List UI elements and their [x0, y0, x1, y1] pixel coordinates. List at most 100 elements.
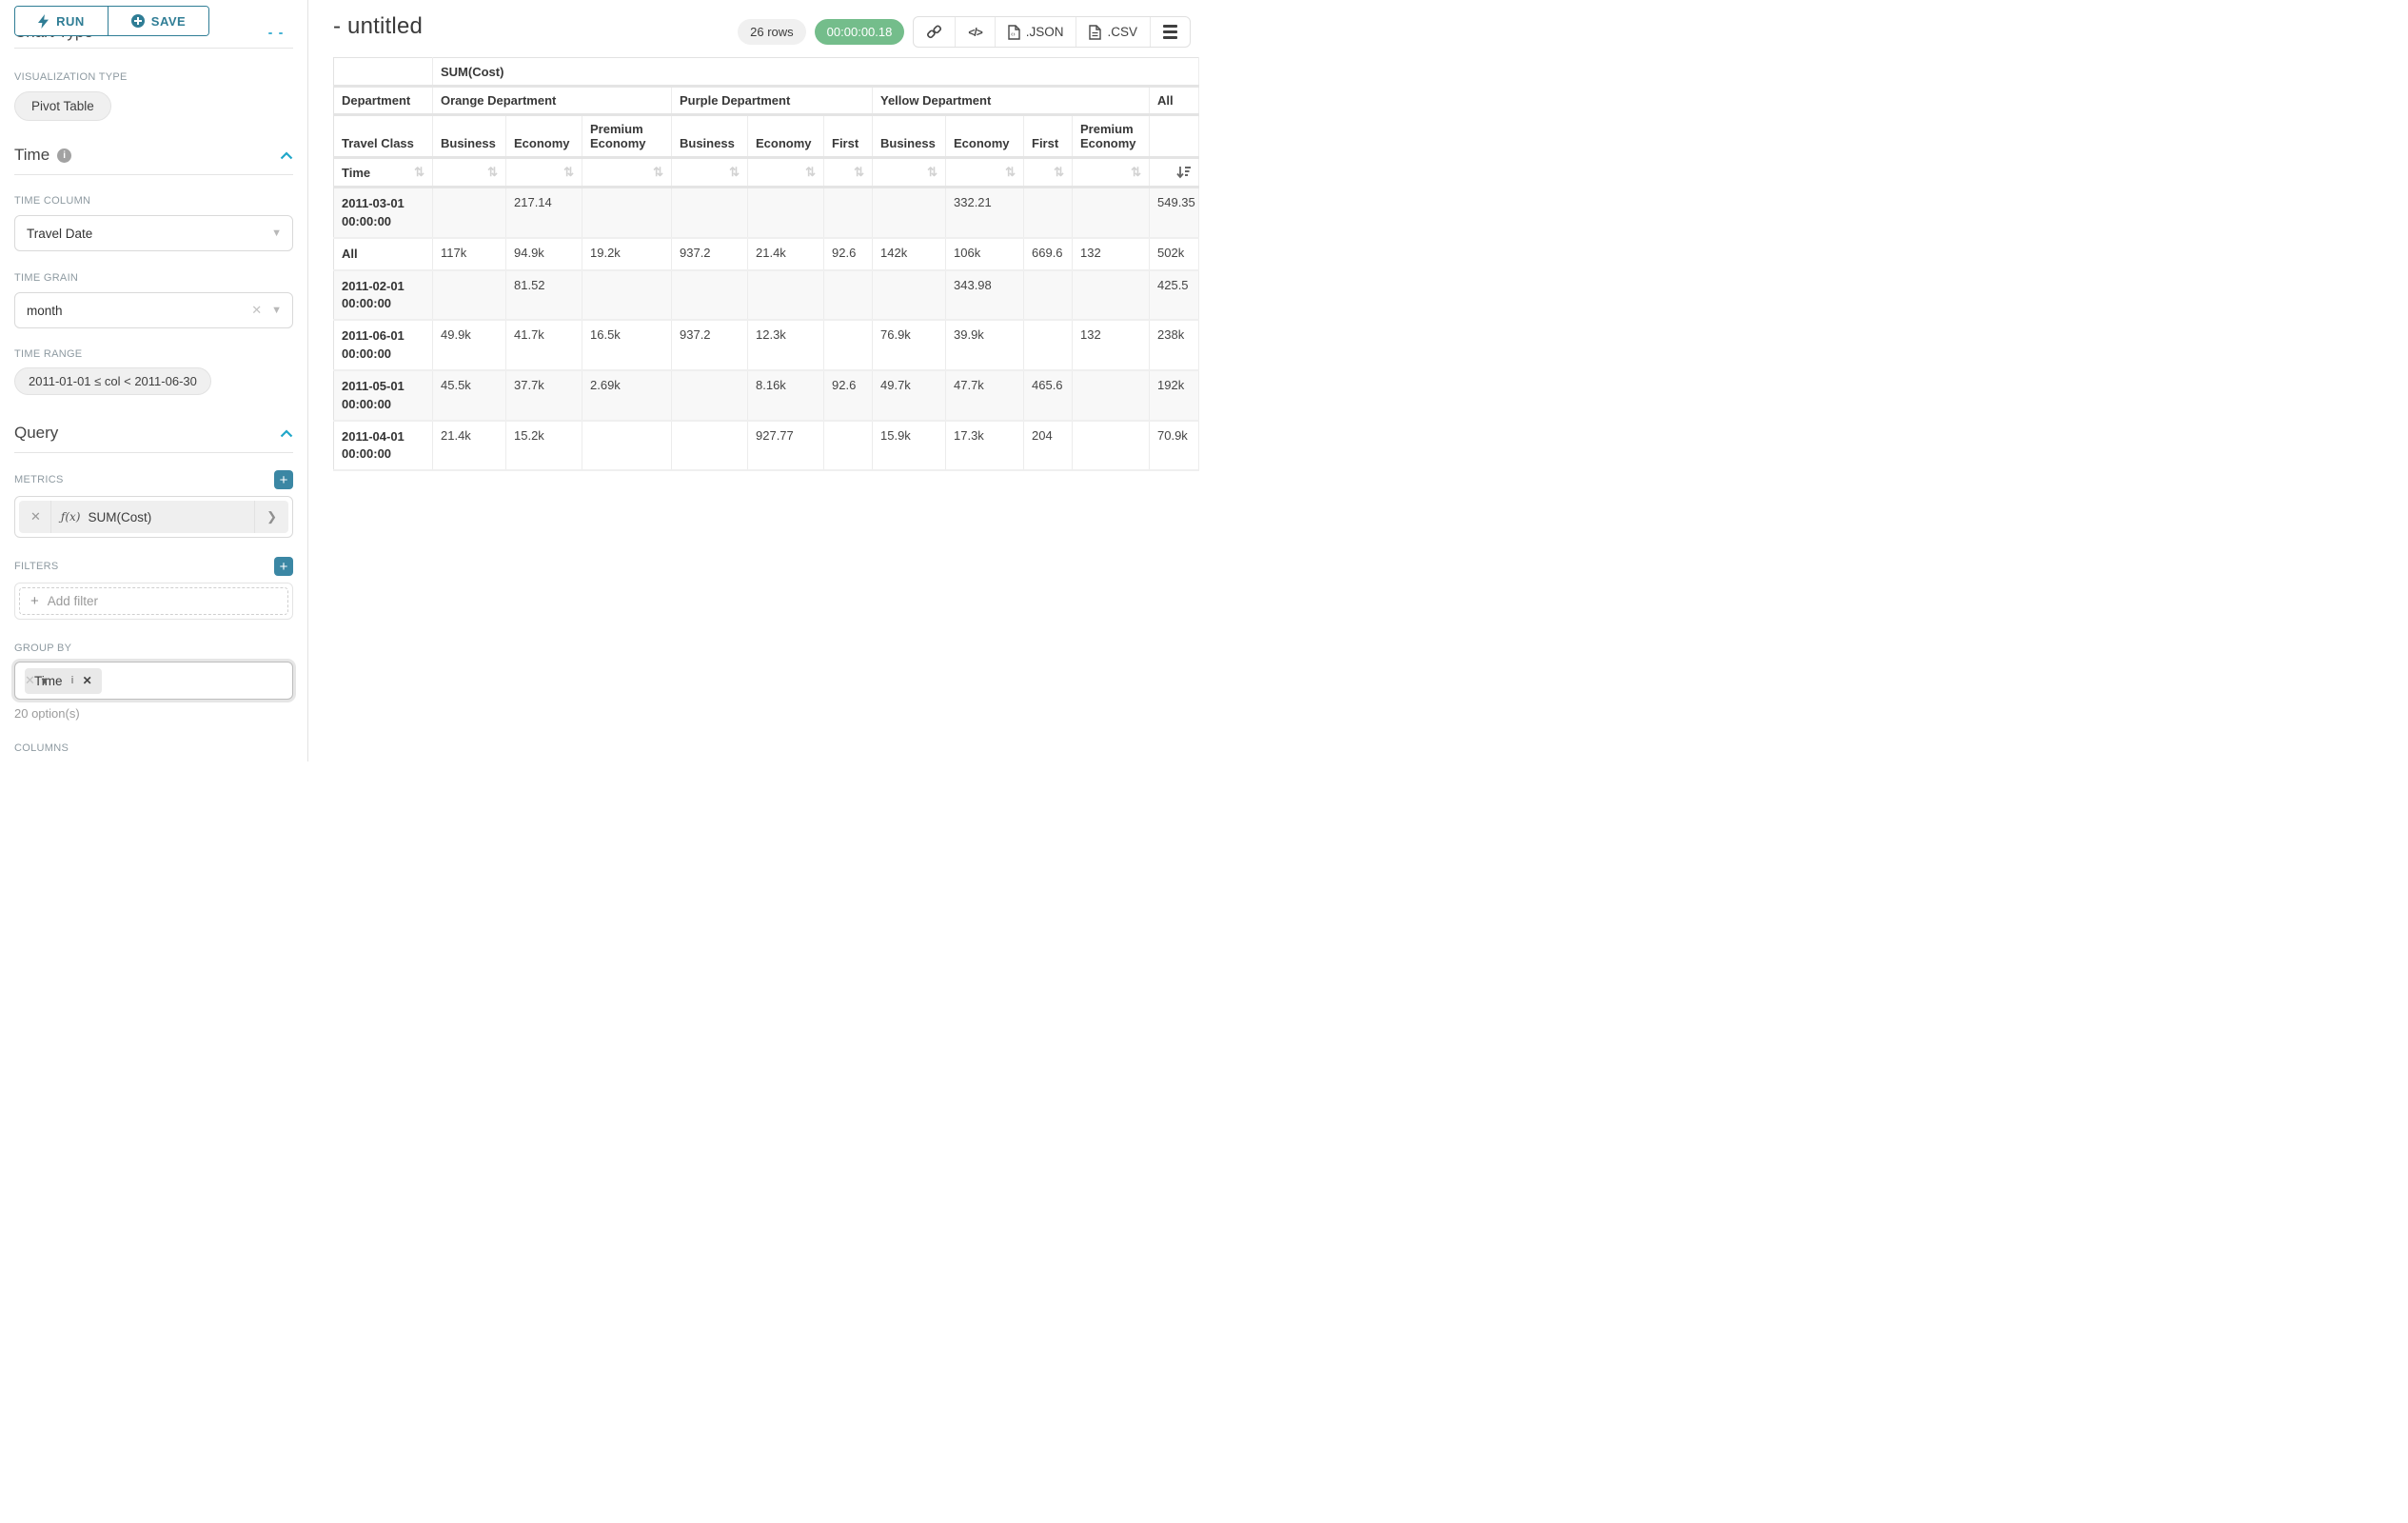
remove-metric-icon[interactable]: ✕: [19, 501, 51, 533]
view-query-button[interactable]: </>: [955, 17, 994, 47]
sort-toggle-icon[interactable]: ⇅: [414, 165, 424, 180]
export-json-button[interactable]: ‹› .JSON: [995, 17, 1076, 47]
chevron-up-icon[interactable]: [280, 429, 293, 438]
clear-icon[interactable]: ✕: [251, 303, 262, 318]
pivot-cell: 332.21: [946, 188, 1024, 238]
pivot-data-row: 2011-05-01 00:00:0045.5k37.7k2.69k8.16k9…: [334, 370, 1199, 421]
add-metric-button[interactable]: +: [274, 470, 293, 489]
pivot-cell: 49.7k: [873, 370, 946, 421]
save-button[interactable]: SAVE: [108, 7, 208, 35]
pivot-cell: [1073, 370, 1150, 421]
time-column-select[interactable]: Travel Date ▼: [14, 215, 293, 251]
pivot-cell: 21.4k: [748, 238, 824, 270]
pivot-cell: 106k: [946, 238, 1024, 270]
pivot-row-label: 2011-06-01 00:00:00: [334, 320, 433, 370]
sort-toggle-icon[interactable]: ⇅: [1080, 165, 1141, 180]
sort-toggle-icon[interactable]: ⇅: [441, 165, 498, 180]
metric-chip[interactable]: ✕ ƒ(x) SUM(Cost) ❯: [19, 501, 288, 533]
link-icon: [926, 24, 942, 40]
pivot-group-row: DepartmentOrange DepartmentPurple Depart…: [334, 87, 1199, 115]
sort-toggle-icon[interactable]: ⇅: [954, 165, 1016, 180]
remove-chip-icon[interactable]: ✕: [83, 674, 92, 687]
time-section-header: Time i: [14, 146, 293, 165]
pivot-group-header: All: [1150, 87, 1199, 115]
sort-toggle-icon[interactable]: ⇅: [880, 165, 938, 180]
filters-box: + Add filter: [14, 583, 293, 620]
pivot-cell: [672, 270, 748, 321]
chevron-down-icon[interactable]: ▼: [271, 227, 282, 239]
pivot-cell: 132: [1073, 320, 1150, 370]
pivot-cell: 15.2k: [506, 421, 582, 471]
time-grain-select[interactable]: month ✕ ▼: [14, 292, 293, 328]
chart-panel: - untitled 26 rows 00:00:00.18 </>: [308, 0, 1204, 762]
chart-header-actions: 26 rows 00:00:00.18 </>: [738, 13, 1191, 48]
pivot-sort-cell: ⇅: [748, 158, 824, 188]
pivot-cell: 2.69k: [582, 370, 672, 421]
add-filter-button[interactable]: + Add filter: [19, 587, 288, 615]
file-csv-icon: [1089, 25, 1101, 40]
pivot-leaf-header: First: [824, 115, 873, 158]
pivot-cell: [582, 270, 672, 321]
query-section-title: Query: [14, 424, 58, 443]
pivot-data-row: 2011-04-01 00:00:0021.4k15.2k927.7715.9k…: [334, 421, 1199, 471]
chart-title[interactable]: - untitled: [333, 13, 423, 40]
pivot-sort-cell: ⇅: [582, 158, 672, 188]
chevron-down-icon[interactable]: ▼: [39, 676, 49, 687]
pivot-cell: 70.9k: [1150, 421, 1199, 471]
divider: [14, 48, 293, 49]
time-range-label: TIME RANGE: [14, 348, 293, 360]
metrics-label: METRICS: [14, 474, 64, 485]
run-button[interactable]: RUN: [15, 7, 108, 35]
pivot-row-label: All: [334, 238, 433, 270]
pivot-cell: 45.5k: [433, 370, 506, 421]
pivot-cell: 81.52: [506, 270, 582, 321]
pivot-sort-cell: ⇅: [1073, 158, 1150, 188]
pivot-sort-cell: ⇅: [1024, 158, 1073, 188]
pivot-cell: [672, 188, 748, 238]
sort-toggle-icon[interactable]: ⇅: [832, 165, 864, 180]
pivot-sort-cell: [1150, 158, 1199, 188]
more-options-button[interactable]: [1150, 17, 1190, 47]
pivot-table: SUM(Cost)DepartmentOrange DepartmentPurp…: [333, 57, 1199, 471]
pivot-cell: 17.3k: [946, 421, 1024, 471]
pivot-cell: 465.6: [1024, 370, 1073, 421]
time-grain-value: month: [27, 304, 63, 318]
filters-label: FILTERS: [14, 561, 59, 572]
chart-header: - untitled 26 rows 00:00:00.18 </>: [308, 0, 1204, 48]
pivot-sort-cell: ⇅: [506, 158, 582, 188]
add-filter-plus-button[interactable]: +: [274, 557, 293, 576]
sort-toggle-icon[interactable]: ⇅: [756, 165, 816, 180]
export-csv-button[interactable]: .CSV: [1076, 17, 1150, 47]
viz-type-value-chip[interactable]: Pivot Table: [14, 91, 111, 121]
pivot-cell: [824, 270, 873, 321]
pivot-cell: 927.77: [748, 421, 824, 471]
sort-toggle-icon[interactable]: ⇅: [1032, 165, 1064, 180]
group-by-select[interactable]: Time i ✕ ✕ ▼: [14, 662, 293, 700]
time-range-value-chip[interactable]: 2011-01-01 ≤ col < 2011-06-30: [14, 367, 211, 395]
time-section-title-text: Time: [14, 146, 49, 165]
chevron-right-icon[interactable]: ❯: [254, 501, 288, 533]
pivot-group-header: Purple Department: [672, 87, 873, 115]
clear-icon[interactable]: ✕: [25, 673, 35, 687]
export-toolbar: </> ‹› .JSON: [913, 16, 1191, 48]
pivot-cell: 19.2k: [582, 238, 672, 270]
sort-toggle-icon[interactable]: ⇅: [514, 165, 574, 180]
chevron-down-icon[interactable]: ▼: [271, 305, 282, 316]
query-timer-badge: 00:00:00.18: [815, 19, 905, 45]
pivot-cell: 12.3k: [748, 320, 824, 370]
pivot-sort-row: Time⇅⇅⇅⇅⇅⇅⇅⇅⇅⇅⇅: [334, 158, 1199, 188]
sort-descending-active-icon[interactable]: [1176, 166, 1191, 179]
sort-toggle-icon[interactable]: ⇅: [590, 165, 663, 180]
chevron-up-icon[interactable]: [280, 151, 293, 160]
row-count-badge: 26 rows: [738, 19, 806, 45]
export-json-label: .JSON: [1026, 25, 1064, 39]
panel-top: Chart Type RUN SAVE: [0, 0, 307, 48]
pivot-row-label: 2011-04-01 00:00:00: [334, 421, 433, 471]
pivot-table-container: SUM(Cost)DepartmentOrange DepartmentPurp…: [308, 48, 1204, 471]
pivot-cell: 16.5k: [582, 320, 672, 370]
info-icon: i: [71, 675, 74, 686]
pivot-cell: 39.9k: [946, 320, 1024, 370]
copy-link-button[interactable]: [914, 17, 955, 47]
sort-toggle-icon[interactable]: ⇅: [680, 165, 740, 180]
pivot-sort-cell: ⇅: [946, 158, 1024, 188]
